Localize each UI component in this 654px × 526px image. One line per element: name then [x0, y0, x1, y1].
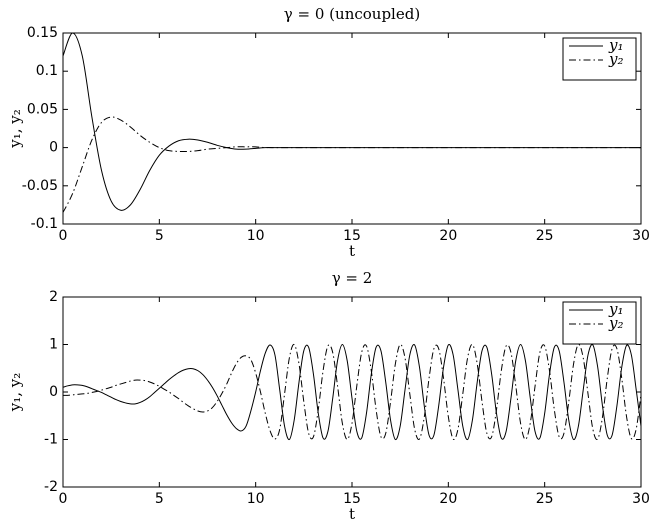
axes-frame — [62, 32, 642, 225]
series-line — [63, 343, 641, 441]
x-tick-label: 0 — [59, 228, 68, 244]
x-tick-label: 20 — [439, 491, 457, 507]
x-tick-label: 0 — [59, 491, 68, 507]
x-axis-label: t — [349, 505, 355, 523]
x-tick-label: 25 — [536, 491, 554, 507]
x-tick-label: 5 — [155, 228, 164, 244]
x-tick-label: 10 — [247, 491, 265, 507]
legend-label: y₂ — [608, 50, 624, 68]
y-tick-label: 0.05 — [27, 101, 58, 117]
series-line — [63, 116, 641, 213]
x-tick-label: 15 — [343, 491, 361, 507]
y-tick-label: 0.1 — [36, 63, 58, 79]
y-tick-label: -1 — [44, 432, 58, 448]
chart-title: γ = 0 (uncoupled) — [284, 5, 420, 23]
y-axis-label: y₁, y₂ — [6, 373, 24, 413]
x-axis-label: t — [349, 242, 355, 260]
y-tick-label: 0.15 — [27, 25, 58, 41]
y-tick-label: 2 — [49, 289, 58, 305]
y-tick-label: 0 — [49, 140, 58, 156]
x-tick-label: 25 — [536, 228, 554, 244]
y-tick-label: 1 — [49, 337, 58, 353]
x-tick-label: 30 — [632, 228, 650, 244]
y-tick-label: -0.1 — [31, 216, 58, 232]
chart-title: γ = 2 — [332, 269, 373, 287]
x-tick-label: 10 — [247, 228, 265, 244]
legend-box — [562, 301, 637, 345]
legend-label: y₁ — [608, 36, 624, 54]
y-tick-label: -0.05 — [22, 178, 58, 194]
legend-box — [562, 37, 637, 81]
x-tick-label: 15 — [343, 228, 361, 244]
axes-frame — [62, 296, 642, 488]
y-tick-label: -2 — [44, 479, 58, 495]
y-axis-label: y₁, y₂ — [6, 109, 24, 149]
x-tick-label: 30 — [632, 491, 650, 507]
series-line — [63, 343, 641, 441]
legend-label: y₂ — [608, 314, 624, 332]
y-tick-label: 0 — [49, 384, 58, 400]
plot-area — [63, 297, 641, 487]
legend-label: y₁ — [608, 300, 624, 318]
x-tick-label: 20 — [439, 228, 457, 244]
plot-area — [63, 33, 641, 224]
x-tick-label: 5 — [155, 491, 164, 507]
